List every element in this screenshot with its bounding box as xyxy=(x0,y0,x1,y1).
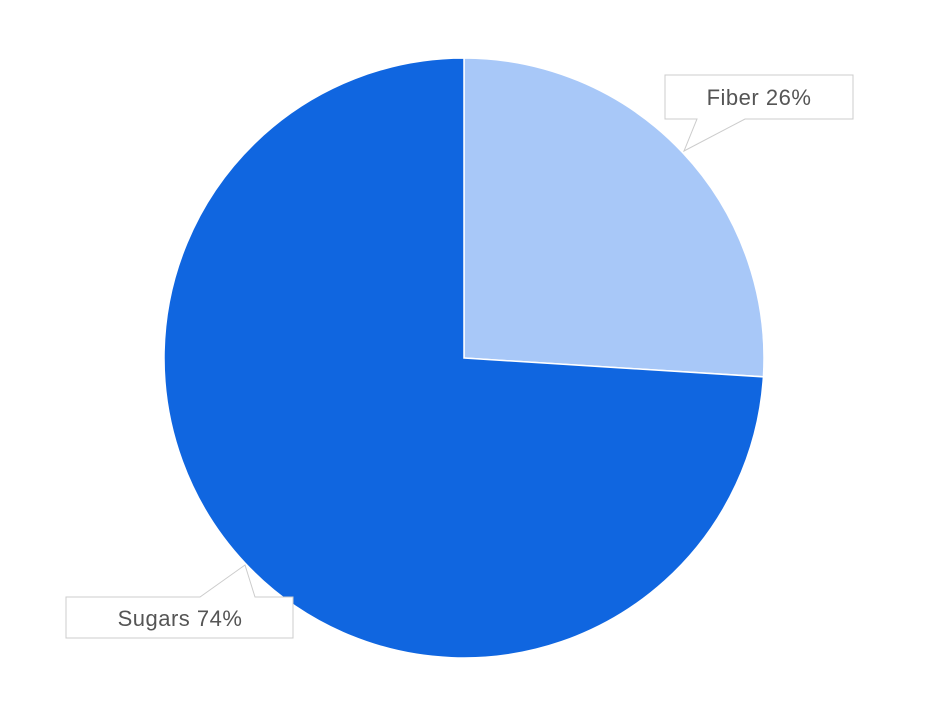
callout-sugars: Sugars 74% xyxy=(65,564,294,639)
slice-label-sugars: Sugars 74% xyxy=(118,606,243,631)
pie-slice-sugars xyxy=(163,57,765,659)
callout-fiber: Fiber 26% xyxy=(664,74,854,153)
slice-label-fiber: Fiber 26% xyxy=(707,85,812,110)
pie-slice-fiber xyxy=(463,57,765,378)
callout-fiber-box xyxy=(664,74,854,153)
callout-sugars-box xyxy=(65,564,294,639)
